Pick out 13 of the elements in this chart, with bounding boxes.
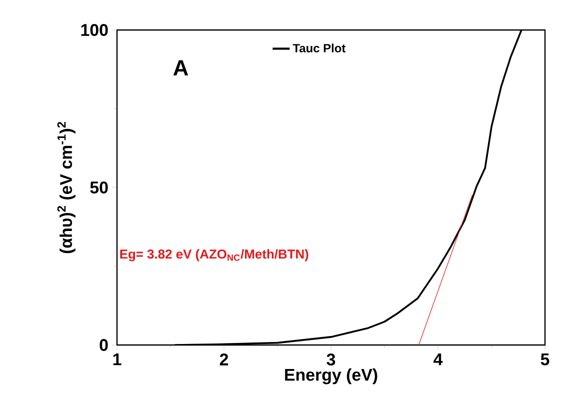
x-tick-label: 1 xyxy=(113,353,122,366)
x-axis-title: Energy (eV) xyxy=(285,368,378,384)
y-tick-label: 50 xyxy=(90,182,108,194)
y-axis-title: (αhυ)$^{2}$ (eV cm$^{-1}$)$^{2}$ xyxy=(57,122,76,254)
y-tick-label: 0 xyxy=(100,339,108,351)
legend-label: Tauc Plot xyxy=(292,44,346,52)
y-tick-label: 100 xyxy=(81,24,108,36)
x-tick-label: 5 xyxy=(540,353,550,366)
x-tick-label: 3 xyxy=(326,354,336,366)
x-tick-label: 2 xyxy=(220,354,228,366)
annotation: A xyxy=(173,60,188,76)
annotation: Eg= 3.82 eV (AZO$_{NC}$/Meth/BTN) xyxy=(120,249,308,262)
x-tick-label: 4 xyxy=(434,353,443,366)
